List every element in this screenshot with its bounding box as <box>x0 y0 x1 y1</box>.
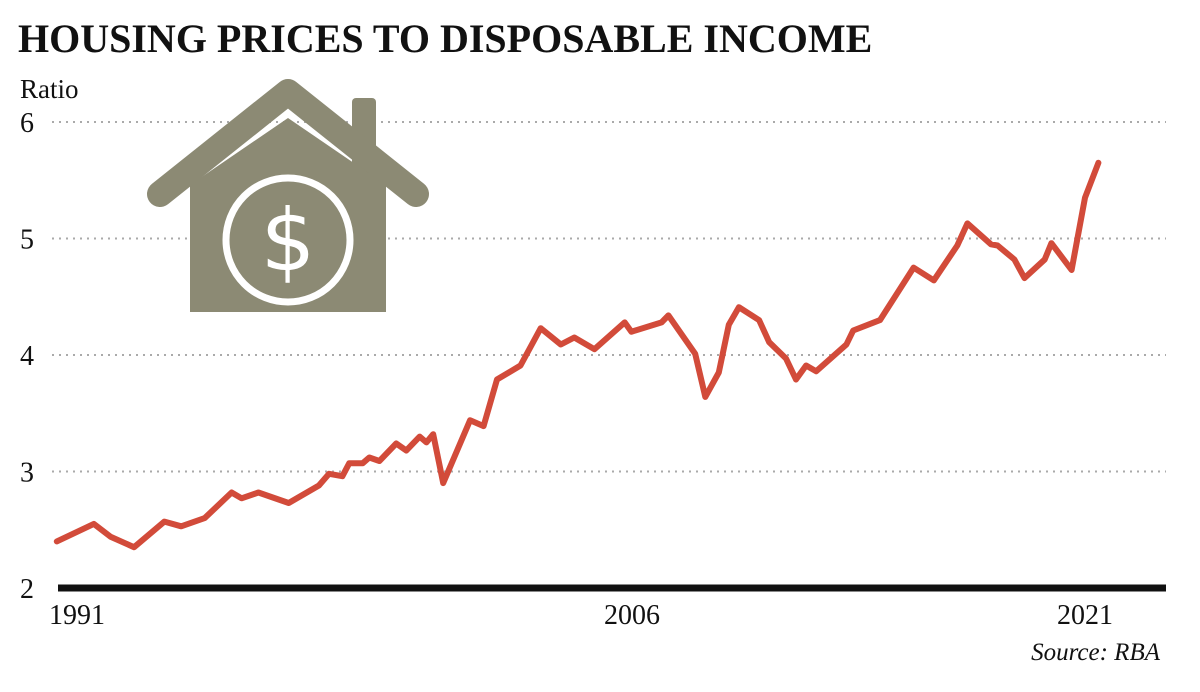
chart-title: HOUSING PRICES TO DISPOSABLE INCOME <box>18 16 872 61</box>
x-tick-label: 2021 <box>1057 600 1113 631</box>
x-tick-label: 1991 <box>49 600 105 631</box>
y-tick-labels: 2 3 4 5 6 <box>20 108 34 605</box>
y-tick-label: 4 <box>20 341 34 372</box>
svg-text:$: $ <box>261 191 316 291</box>
y-tick-label: 5 <box>20 225 34 256</box>
y-tick-label: 6 <box>20 108 34 139</box>
x-tick-labels: 1991 2006 2021 <box>49 600 1113 631</box>
x-tick-label: 2006 <box>604 600 660 631</box>
y-tick-label: 2 <box>20 574 34 605</box>
house-dollar-icon: $ <box>147 79 429 312</box>
y-tick-label: 3 <box>20 458 34 489</box>
series-line <box>53 159 1102 551</box>
y-axis-label: Ratio <box>20 74 79 104</box>
source-note: Source: RBA <box>1031 639 1161 666</box>
